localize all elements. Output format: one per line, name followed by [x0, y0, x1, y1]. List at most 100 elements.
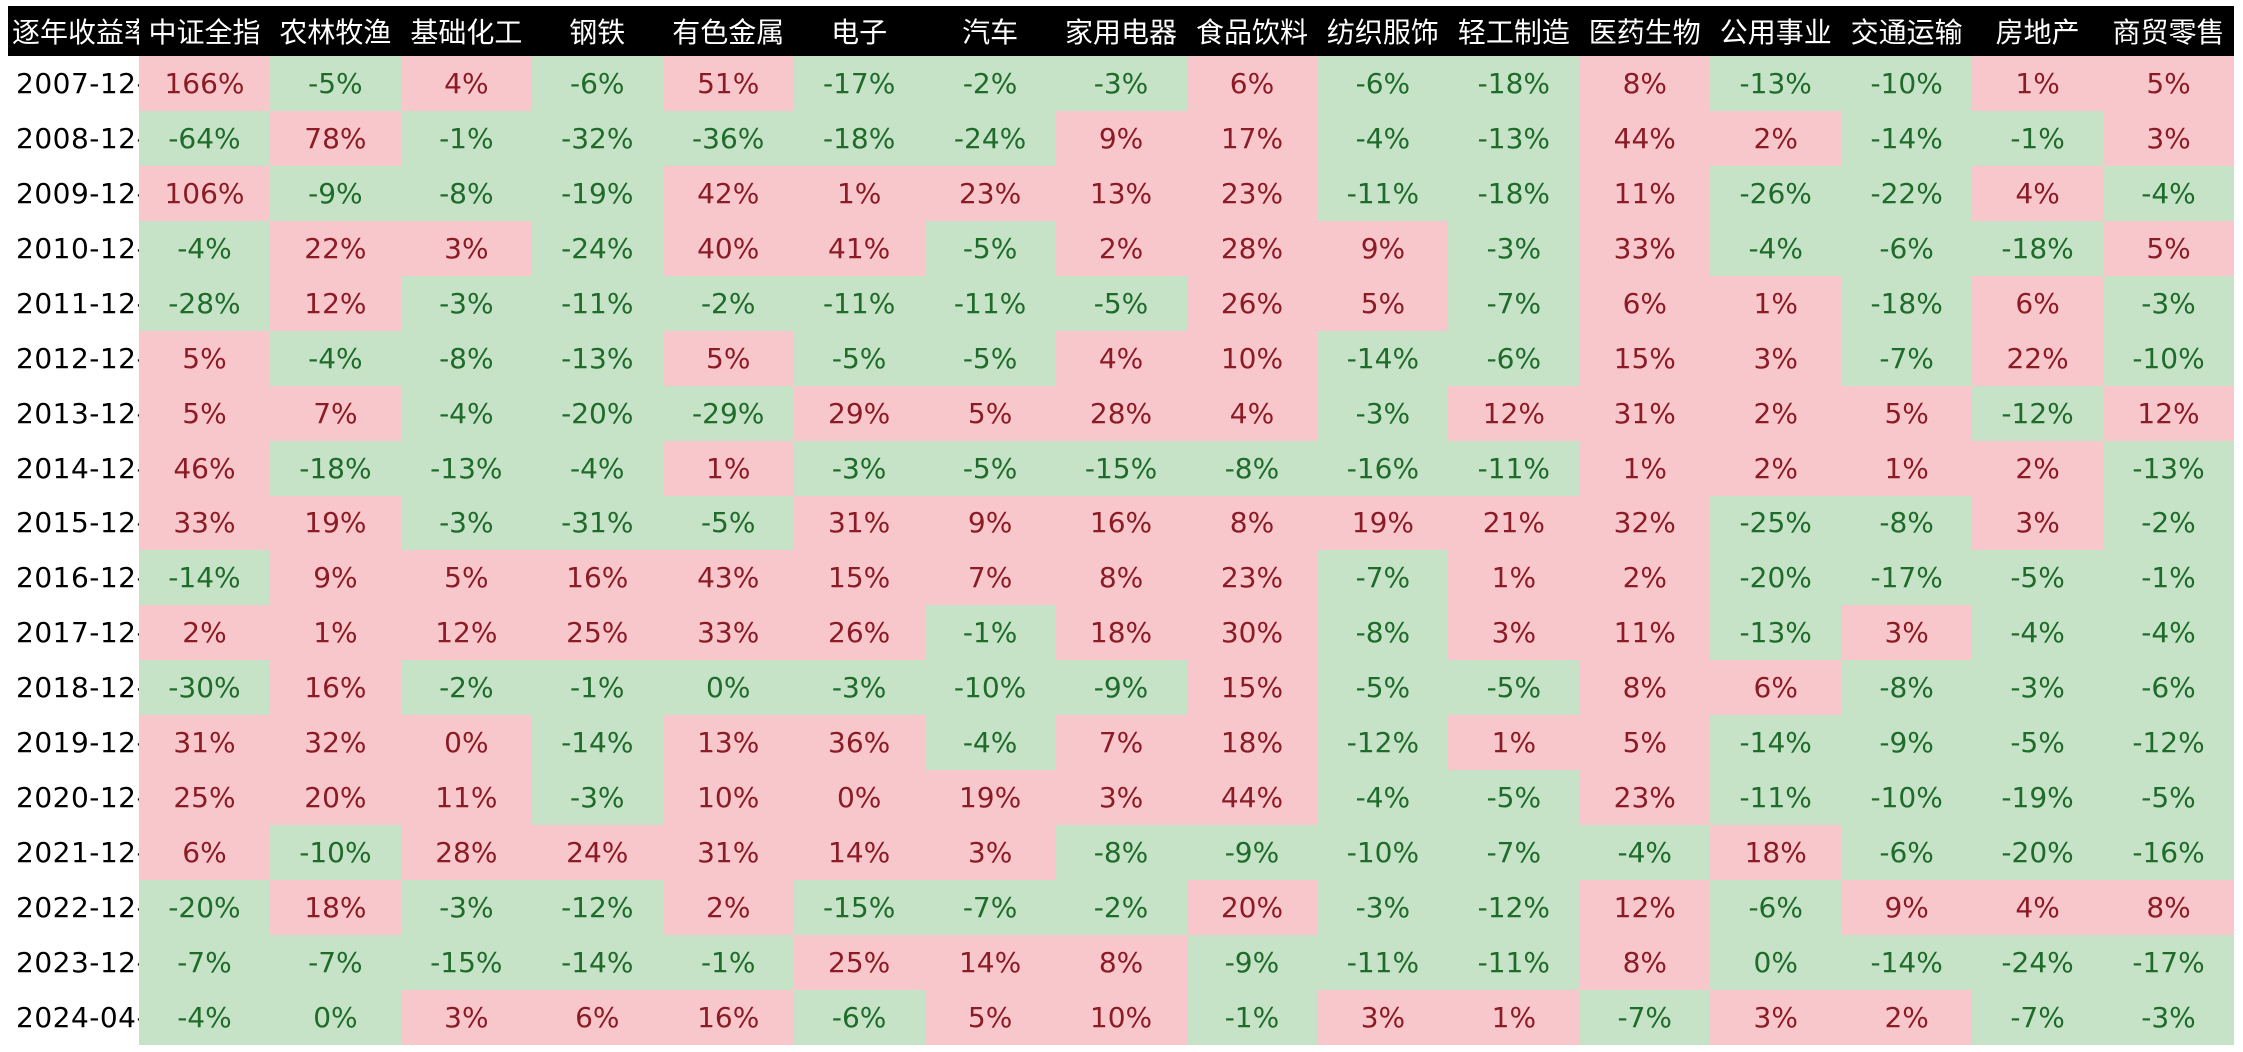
- return-cell: 20%: [1186, 880, 1318, 935]
- row-date: 2020-12-31: [8, 770, 139, 826]
- return-cell: -12%: [1972, 385, 2104, 441]
- return-cell: -13%: [1710, 56, 1842, 111]
- return-cell: 1%: [1448, 715, 1580, 771]
- return-cell: -7%: [1841, 330, 1973, 386]
- return-cell: 9%: [1317, 220, 1449, 276]
- return-cell: 9%: [269, 550, 401, 606]
- return-cell: 5%: [139, 385, 270, 441]
- return-cell: 28%: [400, 825, 532, 881]
- return-cell: 4%: [1186, 385, 1318, 441]
- return-cell: 4%: [1972, 880, 2104, 935]
- return-cell: -20%: [1972, 825, 2104, 881]
- table-row: 2019-12-3131%32%0%-14%13%36%-4%7%18%-12%…: [8, 715, 2234, 771]
- return-cell: 6%: [139, 825, 270, 881]
- row-date: 2022-12-30: [8, 880, 139, 935]
- return-cell: -4%: [400, 385, 532, 441]
- return-cell: 5%: [924, 989, 1056, 1045]
- return-cell: 3%: [1972, 495, 2104, 551]
- return-cell: 9%: [1055, 110, 1187, 166]
- return-cell: 28%: [1055, 385, 1187, 441]
- return-cell: -14%: [531, 715, 663, 771]
- return-cell: 8%: [2103, 880, 2234, 935]
- return-cell: 18%: [269, 880, 401, 935]
- return-cell: 15%: [793, 550, 925, 606]
- return-cell: -3%: [1448, 220, 1580, 276]
- annual-returns-table: 逐年收益率 中证全指 农林牧渔 基础化工 钢铁 有色金属 电子 汽车 家用电器 食品饮料 纺织服饰…: [8, 6, 2234, 1045]
- column-header: 汽车: [924, 6, 1056, 56]
- return-cell: 19%: [269, 495, 401, 551]
- table-row: 2012-12-315%-4%-8%-13%5%-5%-5%4%10%-14%-…: [8, 330, 2234, 386]
- return-cell: -8%: [1186, 440, 1318, 496]
- return-cell: 3%: [400, 220, 532, 276]
- return-cell: -11%: [531, 275, 663, 331]
- table-row: 2024-04-19-4%0%3%6%16%-6%5%10%-1%3%1%-7%…: [8, 989, 2234, 1045]
- return-cell: -5%: [1448, 770, 1580, 826]
- column-header: 食品饮料: [1186, 6, 1318, 56]
- return-cell: -20%: [139, 880, 270, 935]
- return-cell: 19%: [1317, 495, 1449, 551]
- return-cell: 2%: [1579, 550, 1711, 606]
- return-cell: -11%: [1710, 770, 1842, 826]
- return-cell: 23%: [1186, 550, 1318, 606]
- return-cell: -3%: [2103, 275, 2234, 331]
- column-header: 纺织服饰: [1317, 6, 1449, 56]
- table-row: 2022-12-30-20%18%-3%-12%2%-15%-7%-2%20%-…: [8, 880, 2234, 935]
- return-cell: 6%: [1186, 56, 1318, 111]
- return-cell: -5%: [662, 495, 794, 551]
- return-cell: -3%: [1055, 56, 1187, 111]
- return-cell: 25%: [139, 770, 270, 826]
- return-cell: -20%: [1710, 550, 1842, 606]
- return-cell: -11%: [1448, 440, 1580, 496]
- return-cell: -2%: [1055, 880, 1187, 935]
- return-cell: -13%: [531, 330, 663, 386]
- return-cell: 5%: [924, 385, 1056, 441]
- return-cell: -4%: [1710, 220, 1842, 276]
- return-cell: 16%: [269, 660, 401, 716]
- return-cell: -18%: [1972, 220, 2104, 276]
- return-cell: -9%: [1055, 660, 1187, 716]
- corner-label: 逐年收益率: [8, 6, 139, 56]
- return-cell: -3%: [531, 770, 663, 826]
- return-cell: 23%: [1186, 165, 1318, 221]
- return-cell: -7%: [139, 935, 270, 990]
- table-row: 2013-12-315%7%-4%-20%-29%29%5%28%4%-3%12…: [8, 385, 2234, 441]
- return-cell: -24%: [924, 110, 1056, 166]
- return-cell: -10%: [1841, 56, 1973, 111]
- return-cell: 12%: [269, 275, 401, 331]
- table-body: 2007-12-28166%-5%4%-6%51%-17%-2%-3%6%-6%…: [8, 56, 2234, 1045]
- return-cell: -7%: [1317, 550, 1449, 606]
- return-cell: -4%: [269, 330, 401, 386]
- return-cell: -4%: [2103, 165, 2234, 221]
- return-cell: 10%: [1055, 989, 1187, 1045]
- return-cell: -1%: [531, 660, 663, 716]
- return-cell: -3%: [1972, 660, 2104, 716]
- return-cell: -7%: [1448, 275, 1580, 331]
- row-date: 2021-12-31: [8, 825, 139, 881]
- return-cell: 16%: [662, 989, 794, 1045]
- return-cell: -2%: [400, 660, 532, 716]
- return-cell: 1%: [662, 440, 794, 496]
- return-cell: 16%: [531, 550, 663, 606]
- return-cell: 3%: [1710, 989, 1842, 1045]
- return-cell: -1%: [1186, 989, 1318, 1045]
- return-cell: 3%: [1317, 989, 1449, 1045]
- return-cell: -16%: [1317, 440, 1449, 496]
- return-cell: 2%: [1841, 989, 1973, 1045]
- return-cell: 41%: [793, 220, 925, 276]
- return-cell: 0%: [400, 715, 532, 771]
- return-cell: -4%: [139, 220, 270, 276]
- return-cell: 6%: [531, 989, 663, 1045]
- return-cell: -8%: [400, 165, 532, 221]
- return-cell: 4%: [1055, 330, 1187, 386]
- return-cell: 4%: [1972, 165, 2104, 221]
- return-cell: 44%: [1579, 110, 1711, 166]
- row-date: 2013-12-31: [8, 385, 139, 441]
- return-cell: 3%: [2103, 110, 2234, 166]
- return-cell: -15%: [400, 935, 532, 990]
- return-cell: -4%: [139, 989, 270, 1045]
- return-cell: 30%: [1186, 605, 1318, 661]
- table-row: 2021-12-316%-10%28%24%31%14%3%-8%-9%-10%…: [8, 825, 2234, 881]
- table-row: 2011-12-30-28%12%-3%-11%-2%-11%-11%-5%26…: [8, 275, 2234, 331]
- return-cell: 12%: [1579, 880, 1711, 935]
- return-cell: 12%: [2103, 385, 2234, 441]
